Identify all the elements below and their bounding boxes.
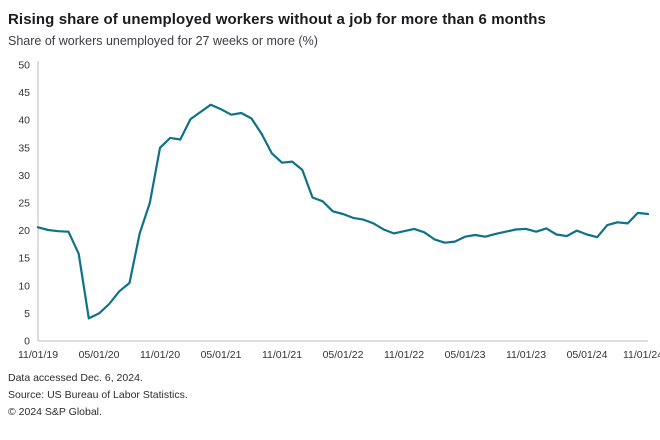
x-axis-tick-label: 05/01/20: [79, 349, 120, 361]
y-axis-tick-label: 30: [18, 170, 30, 182]
footer-copyright: © 2024 S&P Global.: [8, 406, 102, 418]
y-axis-tick-label: 0: [24, 336, 30, 348]
y-axis-tick-label: 40: [18, 115, 30, 127]
chart-title: Rising share of unemployed workers witho…: [8, 11, 546, 28]
y-axis-tick-label: 50: [18, 60, 30, 72]
y-axis-tick-label: 25: [18, 198, 30, 210]
chart-subtitle: Share of workers unemployed for 27 weeks…: [8, 34, 318, 48]
footer-source: Source: US Bureau of Labor Statistics.: [8, 389, 188, 401]
chart-area: 0 5 10 15 20 25 30 35 40 45 50 11/01/19 05/01/20 11/0…: [8, 51, 660, 368]
line-chart: 0 5 10 15 20 25 30 35 40 45 50 11/01/19 05/01/20 11/0…: [18, 60, 660, 362]
x-axis-tick-label: 11/01/19: [18, 349, 58, 361]
x-axis-tick-label: 05/01/23: [445, 349, 486, 361]
data-line-series: [36, 103, 650, 320]
x-axis-tick-label: 11/01/22: [384, 349, 424, 361]
x-axis-tick-label: 11/01/24: [623, 349, 660, 361]
y-axis-tick-label: 20: [18, 225, 30, 237]
x-axis-tick-label: 11/01/21: [262, 349, 302, 361]
x-axis-tick-label: 05/01/22: [323, 349, 364, 361]
x-axis-tick-label: 11/01/20: [140, 349, 180, 361]
y-axis-tick-label: 15: [18, 253, 30, 265]
x-axis-tick-label: 05/01/21: [201, 349, 242, 361]
y-axis-tick-label: 35: [18, 142, 30, 154]
footer-data-accessed: Data accessed Dec. 6, 2024.: [8, 372, 143, 384]
x-axis-tick-label: 05/01/24: [567, 349, 608, 361]
y-axis-tick-label: 5: [24, 308, 30, 320]
x-axis-tick-label: 11/01/23: [506, 349, 546, 361]
chart-footer: Data accessed Dec. 6, 2024. Source: US B…: [8, 370, 652, 421]
y-axis-tick-label: 45: [18, 87, 30, 99]
y-axis-tick-label: 10: [18, 280, 30, 292]
